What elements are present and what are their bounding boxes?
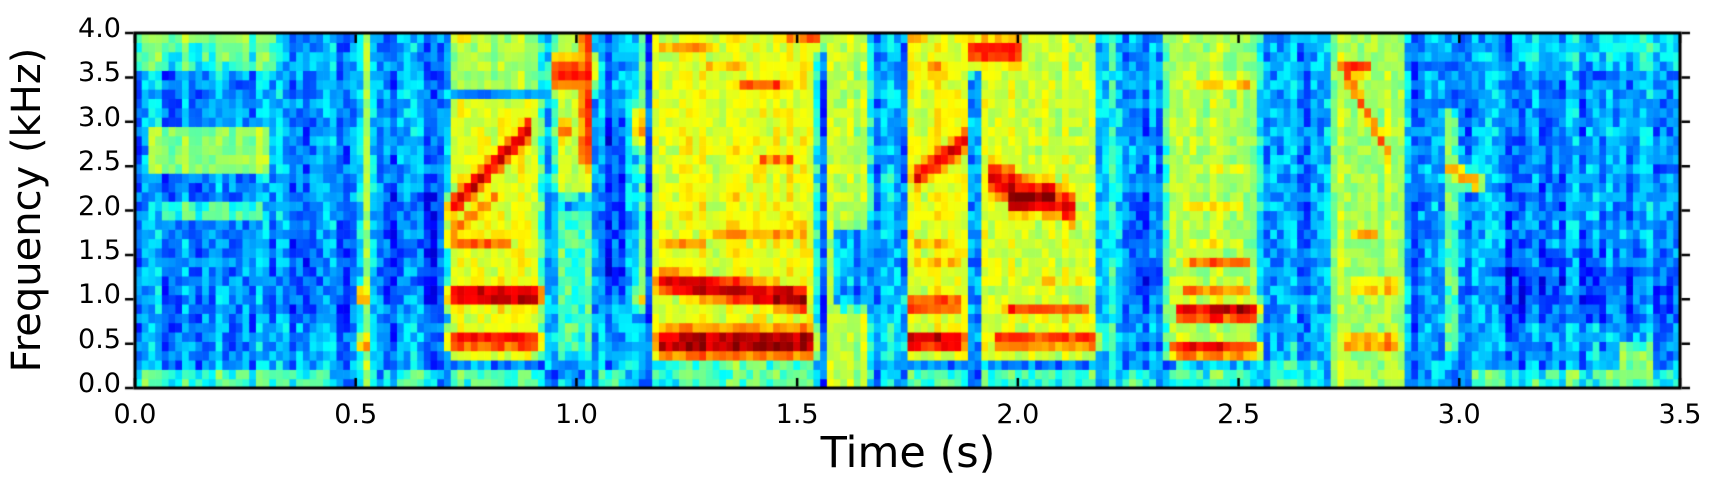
- y-tick-label: 3.0: [78, 101, 121, 133]
- y-tick-label: 2.5: [78, 146, 121, 178]
- x-tick-label: 3.0: [1437, 399, 1481, 430]
- x-tick-label: 2.5: [1217, 399, 1261, 430]
- x-tick-label: 0.0: [113, 399, 157, 430]
- x-tick-label: 2.0: [996, 399, 1040, 430]
- y-tick-label: 3.5: [78, 57, 121, 89]
- y-tick-label: 1.5: [78, 234, 121, 266]
- y-tick-label: 2.0: [78, 190, 121, 222]
- y-tick-label: 0.5: [78, 323, 121, 355]
- y-axis-label: Frequency (kHz): [4, 47, 50, 373]
- y-tick-label: 4.0: [78, 13, 121, 44]
- y-tick-label: 1.0: [78, 279, 121, 311]
- y-tick-label: 0.0: [78, 368, 121, 399]
- x-tick-label: 0.5: [334, 399, 378, 430]
- x-tick-label: 3.5: [1658, 399, 1702, 430]
- x-tick-label: 1.5: [775, 399, 819, 430]
- x-axis-label: Time (s): [820, 428, 996, 478]
- x-tick-label: 1.0: [554, 399, 598, 430]
